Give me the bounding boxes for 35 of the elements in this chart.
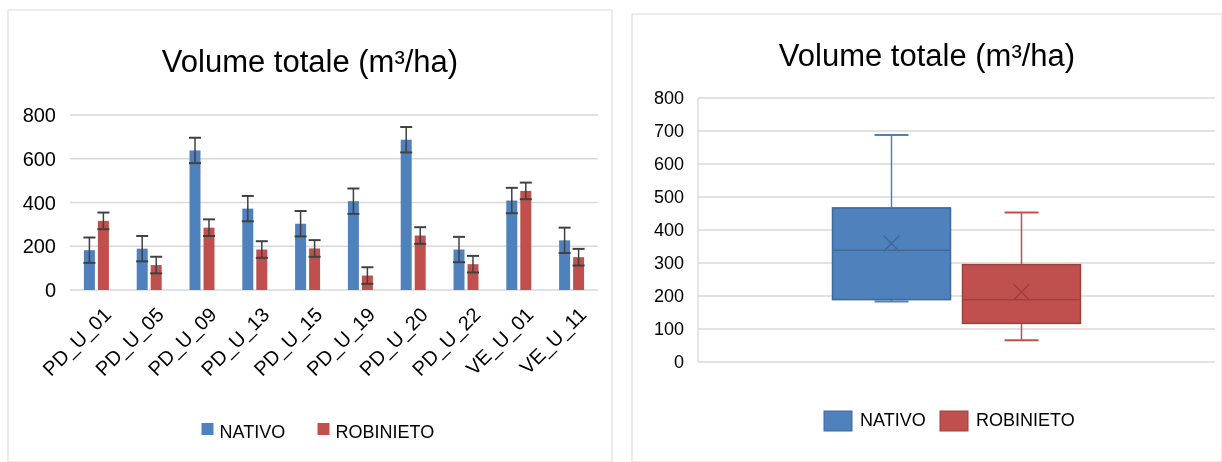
legend-label: NATIVO xyxy=(860,410,926,431)
bar xyxy=(573,257,585,290)
y-tick-label: 400 xyxy=(653,220,684,241)
bar xyxy=(97,220,109,290)
bar xyxy=(559,240,571,290)
legend-label: NATIVO xyxy=(219,422,286,443)
y-tick-label: 800 xyxy=(653,88,684,109)
bar xyxy=(295,223,307,290)
y-tick-label: 200 xyxy=(22,235,56,258)
bar xyxy=(520,190,532,290)
bar xyxy=(242,208,254,290)
legend-label: ROBINIETO xyxy=(976,410,1075,431)
y-tick-label: 300 xyxy=(653,253,684,274)
y-tick-label: 400 xyxy=(22,191,56,214)
bar xyxy=(309,248,321,290)
y-tick-label: 800 xyxy=(22,104,56,126)
chart-title: Volume totale (m³/ha) xyxy=(778,38,1076,73)
bar xyxy=(83,250,95,290)
y-tick-label: 500 xyxy=(653,187,684,208)
bar xyxy=(400,139,412,290)
chart-title: Volume totale (m³/ha) xyxy=(161,44,459,79)
legend-label: ROBINIETO xyxy=(335,422,435,443)
y-tick-label: 100 xyxy=(653,319,684,340)
bar xyxy=(347,201,359,290)
bar xyxy=(256,249,268,290)
y-tick-label: 0 xyxy=(673,352,684,373)
y-tick-label: 600 xyxy=(22,147,56,170)
bar xyxy=(189,150,201,290)
y-tick-label: 700 xyxy=(653,121,684,142)
y-tick-label: 200 xyxy=(653,286,684,307)
bar xyxy=(414,235,426,290)
y-tick-label: 0 xyxy=(44,279,56,301)
y-tick-label: 600 xyxy=(653,154,684,175)
bar xyxy=(506,200,518,290)
bar xyxy=(203,227,215,290)
